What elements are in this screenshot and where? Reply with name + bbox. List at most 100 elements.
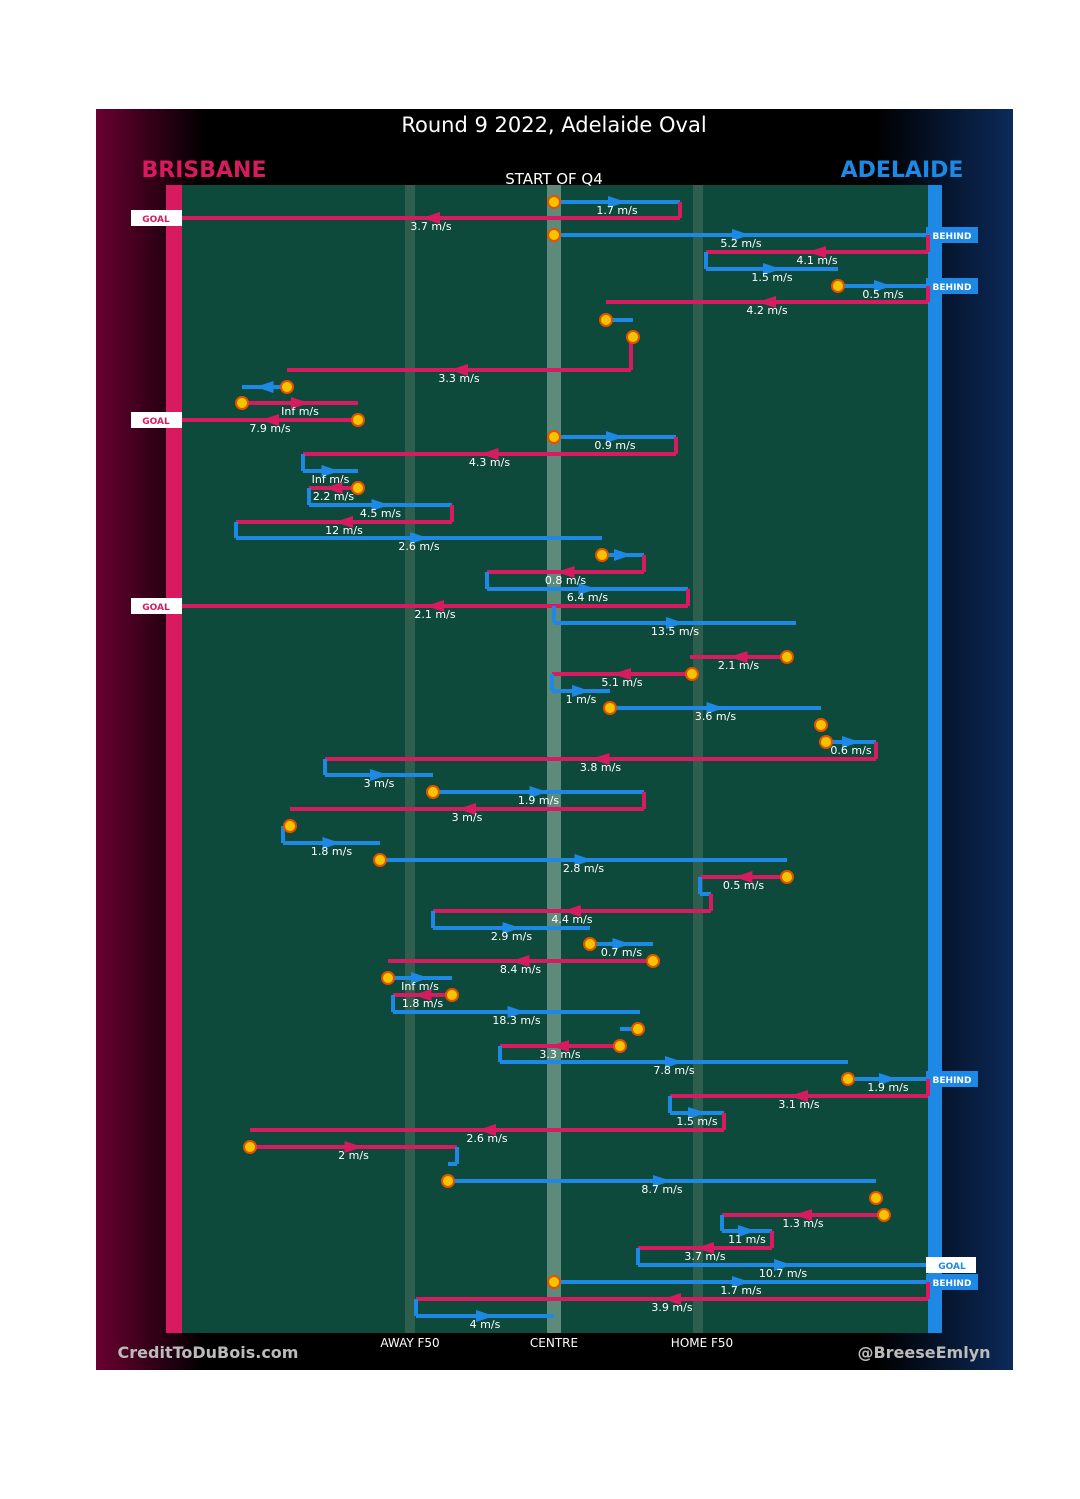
speed-label: 4.2 m/s [746, 304, 787, 317]
speed-label: 3 m/s [452, 811, 483, 824]
arrow [478, 1124, 496, 1136]
arrow [696, 1242, 714, 1254]
arrow [606, 431, 624, 443]
speed-label: 1.5 m/s [751, 271, 792, 284]
credit: CreditToDuBois.com [118, 1343, 299, 1362]
speed-label: 18.3 m/s [492, 1014, 540, 1027]
arrow [663, 1293, 681, 1305]
arrow [529, 786, 548, 798]
arrow [450, 364, 468, 376]
stoppage [595, 548, 609, 562]
arrow [808, 246, 826, 258]
arrow [706, 702, 725, 714]
speed-label: 8.4 m/s [500, 963, 541, 976]
speed-label: 4.4 m/s [551, 913, 592, 926]
speed-label: 1.8 m/s [311, 845, 352, 858]
speed-label: Inf m/s [401, 980, 439, 993]
arrow [879, 1073, 897, 1085]
arrow [476, 1310, 494, 1322]
arrow [507, 1006, 526, 1018]
stoppage [646, 954, 660, 968]
speed-label: 1.5 m/s [676, 1115, 717, 1128]
outcome-box [131, 598, 182, 614]
speed-label: 2.1 m/s [718, 659, 759, 672]
speed-label: 3.3 m/s [438, 372, 479, 385]
outcome-box [926, 1257, 976, 1273]
arrow [410, 532, 428, 544]
stoppage [631, 1022, 645, 1036]
outcome-box [131, 210, 182, 226]
arrow [502, 922, 521, 934]
zone-label: AWAY F50 [380, 1336, 439, 1350]
away-team: ADELAIDE [841, 158, 964, 183]
speed-label: 5.2 m/s [720, 237, 761, 250]
arrow [732, 1276, 750, 1288]
arrow [794, 1209, 812, 1221]
speed-label: 5.1 m/s [601, 676, 642, 689]
stoppage [603, 701, 617, 715]
speed-label: 1.7 m/s [720, 1284, 761, 1297]
speed-label: 6.4 m/s [567, 591, 608, 604]
stoppage [831, 279, 845, 293]
arrow [321, 465, 340, 477]
speed-label: 0.7 m/s [601, 946, 642, 959]
outcome-label: GOAL [142, 417, 170, 427]
arrow [613, 668, 631, 680]
handle: @BreeseEmlyn [857, 1343, 990, 1362]
arrow [480, 448, 499, 460]
stoppage [351, 481, 365, 495]
stoppage [780, 650, 794, 664]
speed-label: 3.6 m/s [695, 710, 736, 723]
speed-label: 11 m/s [728, 1233, 766, 1246]
outcome-label: GOAL [938, 1262, 966, 1272]
arrow [763, 263, 781, 275]
arrow [614, 549, 632, 561]
arrow [370, 769, 388, 781]
speed-label: 1.3 m/s [782, 1217, 823, 1230]
outcome-label: GOAL [142, 603, 170, 613]
arrow [511, 955, 530, 967]
speed-label: 4.3 m/s [469, 456, 510, 469]
arrow [255, 381, 274, 393]
outcome-label: GOAL [142, 215, 170, 225]
arrow [556, 566, 575, 578]
speed-label: Inf m/s [312, 473, 350, 486]
arrow [422, 212, 440, 224]
outcome-box [926, 1274, 978, 1290]
speed-label: 0.5 m/s [723, 879, 764, 892]
speed-label: 7.8 m/s [653, 1064, 694, 1077]
speed-label: 7.9 m/s [249, 422, 290, 435]
stoppage [235, 396, 249, 410]
arrow [653, 1175, 671, 1187]
home-team: BRISBANE [142, 158, 267, 183]
speed-label: 12 m/s [325, 524, 363, 537]
speed-label: 3.3 m/s [539, 1048, 580, 1061]
arrow [665, 1056, 683, 1068]
outcome-box [926, 227, 978, 243]
outcome-label: BEHIND [933, 283, 972, 293]
speed-label: 13.5 m/s [651, 625, 699, 638]
arrow [563, 905, 581, 917]
arrow [612, 938, 631, 950]
outcome-box [926, 278, 978, 294]
speed-label: 2.8 m/s [563, 862, 604, 875]
arrow [738, 1225, 756, 1237]
speed-label: 3 m/s [364, 777, 395, 790]
arrow [458, 803, 476, 815]
outcome-label: BEHIND [933, 232, 972, 242]
speed-label: 1.9 m/s [867, 1081, 908, 1094]
arrow [261, 414, 279, 426]
speed-label: 3.7 m/s [410, 220, 451, 233]
arrow [734, 871, 753, 883]
outcome-box [131, 412, 182, 428]
arrow [572, 685, 590, 697]
arrow [666, 617, 684, 629]
arrow [371, 499, 390, 511]
stoppage [547, 228, 561, 242]
arrow [790, 1090, 808, 1102]
speed-label: 3.9 m/s [651, 1301, 692, 1314]
speed-label: 2.6 m/s [466, 1132, 507, 1145]
arrow [729, 651, 748, 663]
stoppage [351, 413, 365, 427]
